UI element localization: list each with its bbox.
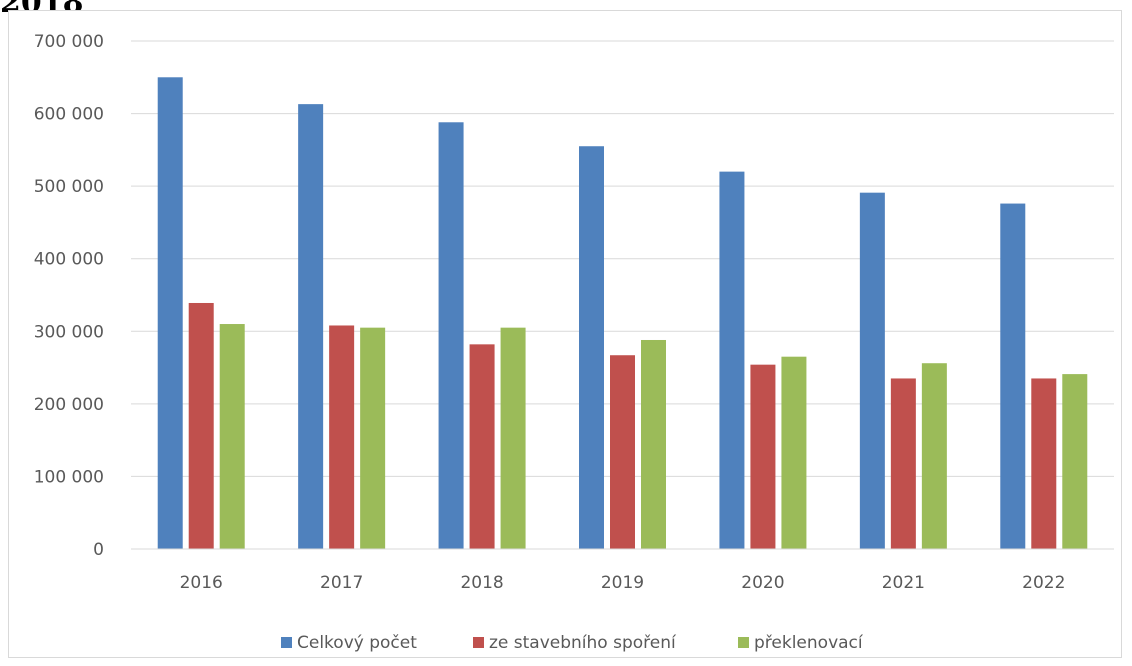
bar-2022-series-0 bbox=[1000, 203, 1026, 549]
x-tick-label: 2017 bbox=[320, 573, 363, 593]
legend-label: ze stavebního spoření bbox=[489, 633, 677, 653]
legend-swatch bbox=[738, 637, 749, 648]
x-tick-label: 2022 bbox=[1022, 573, 1065, 593]
x-axis-tick-labels: 2016 2017 2018 2019 2020 2021 2022 bbox=[180, 573, 1066, 593]
bar-2018-series-0 bbox=[438, 122, 464, 549]
legend-swatch bbox=[281, 637, 292, 648]
y-axis-tick-labels: 0 100 000 200 000 300 000 400 000 500 000 600 … bbox=[34, 32, 104, 560]
y-tick-label: 0 bbox=[93, 540, 104, 560]
y-tick-label: 600 000 bbox=[34, 105, 104, 125]
bar-2016-series-2 bbox=[219, 324, 245, 549]
bar-2017-series-1 bbox=[329, 325, 355, 549]
y-tick-label: 400 000 bbox=[34, 250, 104, 270]
bar-2016-series-1 bbox=[188, 302, 214, 549]
y-tick-label: 300 000 bbox=[34, 322, 104, 342]
bar-2020-series-0 bbox=[719, 171, 745, 549]
bar-2022-series-2 bbox=[1062, 374, 1088, 549]
bars bbox=[157, 77, 1088, 550]
bar-2021-series-0 bbox=[859, 192, 885, 549]
gridlines bbox=[131, 40, 1114, 477]
legend-swatch bbox=[473, 637, 484, 648]
bar-2018-series-2 bbox=[500, 327, 526, 549]
y-tick-label: 100 000 bbox=[34, 467, 104, 487]
x-tick-label: 2021 bbox=[882, 573, 925, 593]
bar-2019-series-2 bbox=[641, 339, 666, 549]
bar-2021-series-2 bbox=[921, 363, 947, 549]
x-tick-label: 2019 bbox=[601, 573, 644, 593]
bar-2020-series-2 bbox=[781, 356, 807, 549]
bar-2020-series-1 bbox=[750, 364, 776, 549]
x-tick-label: 2016 bbox=[180, 573, 223, 593]
bar-2019-series-0 bbox=[579, 146, 604, 549]
y-tick-label: 500 000 bbox=[34, 177, 104, 197]
legend-label: překlenovací bbox=[754, 633, 864, 653]
legend: Celkový počet ze stavebního spoření překle… bbox=[281, 633, 864, 653]
legend-label: Celkový počet bbox=[297, 633, 417, 653]
x-tick-label: 2018 bbox=[460, 573, 503, 593]
bar-2022-series-1 bbox=[1031, 378, 1057, 549]
bar-2019-series-1 bbox=[610, 355, 635, 549]
bar-2016-series-0 bbox=[157, 77, 183, 550]
y-tick-label: 200 000 bbox=[34, 395, 104, 415]
bar-2017-series-0 bbox=[298, 104, 324, 549]
bar-2017-series-2 bbox=[360, 327, 386, 549]
x-tick-label: 2020 bbox=[741, 573, 784, 593]
y-tick-label: 700 000 bbox=[34, 32, 104, 52]
bar-2018-series-1 bbox=[469, 344, 495, 549]
bar-2021-series-1 bbox=[890, 378, 916, 549]
